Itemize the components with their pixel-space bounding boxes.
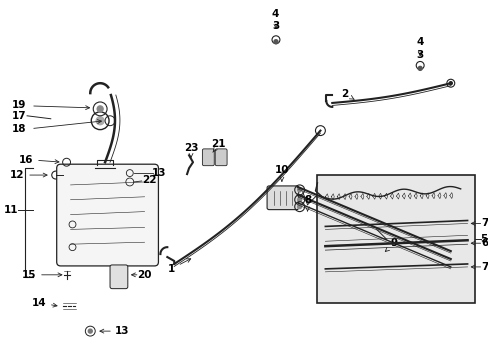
FancyBboxPatch shape: [215, 149, 226, 166]
Circle shape: [448, 82, 451, 85]
Text: 4: 4: [271, 9, 278, 19]
Text: 15: 15: [22, 270, 36, 280]
FancyBboxPatch shape: [266, 186, 298, 210]
Circle shape: [273, 40, 277, 44]
Text: 20: 20: [137, 270, 152, 280]
Text: 3: 3: [416, 50, 423, 59]
Bar: [317, 175, 474, 303]
Text: 13: 13: [151, 168, 166, 178]
Text: 1: 1: [167, 259, 190, 274]
Text: 7: 7: [481, 219, 488, 229]
Text: 19: 19: [12, 100, 26, 110]
Circle shape: [417, 66, 421, 70]
Text: 16: 16: [19, 155, 33, 165]
Circle shape: [96, 117, 104, 125]
Text: 2: 2: [341, 89, 353, 99]
Text: 21: 21: [211, 139, 225, 152]
Circle shape: [297, 198, 301, 202]
Text: 22: 22: [142, 175, 157, 185]
FancyBboxPatch shape: [202, 149, 214, 166]
Text: 13: 13: [115, 326, 129, 336]
Circle shape: [433, 249, 437, 253]
Text: 3: 3: [272, 21, 279, 31]
Circle shape: [88, 329, 92, 333]
Text: 5: 5: [479, 234, 486, 244]
Text: 12: 12: [10, 170, 24, 180]
Text: 18: 18: [12, 123, 26, 134]
Circle shape: [97, 106, 103, 112]
Text: 11: 11: [4, 204, 19, 215]
Text: 8: 8: [304, 195, 310, 211]
FancyBboxPatch shape: [110, 265, 127, 289]
Text: 23: 23: [183, 143, 198, 157]
Circle shape: [441, 257, 445, 261]
Text: 7: 7: [481, 262, 488, 272]
Text: 9: 9: [385, 238, 397, 252]
Text: 6: 6: [481, 238, 488, 248]
Circle shape: [297, 205, 301, 209]
Text: 4: 4: [416, 37, 423, 47]
Text: 10: 10: [274, 165, 288, 181]
FancyBboxPatch shape: [57, 164, 158, 266]
Circle shape: [297, 188, 301, 192]
Text: 14: 14: [32, 298, 46, 309]
Text: 17: 17: [12, 111, 26, 121]
